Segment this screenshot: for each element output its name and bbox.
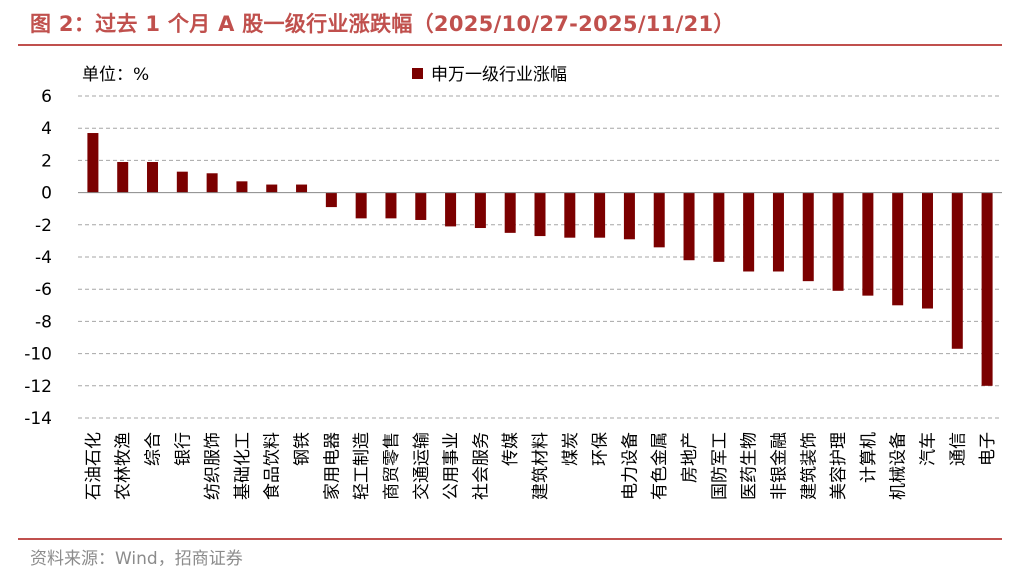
bar xyxy=(832,192,844,291)
x-tick-label: 环保 xyxy=(591,432,611,466)
y-tick-label: 0 xyxy=(41,184,52,204)
bar xyxy=(325,192,337,208)
bar xyxy=(713,192,725,262)
x-tick-label: 美容护理 xyxy=(829,432,849,500)
bar xyxy=(892,192,904,306)
x-tick-label: 钢铁 xyxy=(293,432,313,466)
x-tick-label: 基础化工 xyxy=(233,432,253,500)
bar xyxy=(87,133,99,193)
legend-swatch xyxy=(412,68,423,79)
bar xyxy=(594,192,606,238)
bar xyxy=(683,192,695,261)
bar xyxy=(147,162,159,193)
bars xyxy=(87,133,993,386)
bar xyxy=(445,192,457,227)
bar xyxy=(296,184,308,193)
x-tick-label: 非银金融 xyxy=(769,432,789,500)
bar xyxy=(176,171,188,193)
x-tick-label: 煤炭 xyxy=(561,432,581,466)
bar xyxy=(564,192,576,238)
bar xyxy=(951,192,963,349)
y-axis-ticks: 6 4 2 0 -2 -4 -6 -8 -10 -12 -14 xyxy=(24,87,52,429)
y-tick-label: -2 xyxy=(35,216,52,236)
x-tick-label: 石油石化 xyxy=(84,432,104,500)
x-tick-label: 商贸零售 xyxy=(382,432,402,500)
x-tick-label: 家用电器 xyxy=(322,432,342,500)
source-rule xyxy=(18,538,1002,540)
y-tick-label: -12 xyxy=(24,377,52,397)
x-tick-label: 通信 xyxy=(948,432,968,466)
x-tick-label: 建筑材料 xyxy=(531,432,551,500)
bar xyxy=(921,192,933,309)
bar xyxy=(653,192,665,248)
grid-lines xyxy=(78,95,1002,419)
x-tick-label: 社会服务 xyxy=(471,432,491,500)
bar xyxy=(504,192,516,233)
bar xyxy=(802,192,814,282)
bar xyxy=(236,181,248,193)
legend-label: 申万一级行业涨幅 xyxy=(431,65,567,85)
unit-label: 单位：% xyxy=(82,65,149,85)
x-tick-label: 纺织服饰 xyxy=(203,432,223,500)
y-tick-label: -4 xyxy=(35,248,52,268)
bar xyxy=(981,192,993,386)
bar xyxy=(117,162,129,193)
x-tick-label: 轻工制造 xyxy=(352,432,372,500)
x-tick-label: 交通运输 xyxy=(412,432,432,500)
x-tick-label: 医药生物 xyxy=(740,432,760,500)
y-tick-label: -14 xyxy=(24,409,52,429)
bar xyxy=(415,192,427,220)
y-tick-label: 6 xyxy=(41,87,52,107)
title-rule xyxy=(18,44,1002,46)
x-tick-label: 食品饮料 xyxy=(263,432,283,500)
x-tick-label: 建筑装饰 xyxy=(799,432,819,500)
x-tick-label: 传媒 xyxy=(501,432,521,466)
y-tick-label: 4 xyxy=(41,119,52,139)
x-tick-label: 国防军工 xyxy=(710,432,730,500)
bar-chart: 6 4 2 0 -2 -4 -6 -8 -10 -12 -14 石油石化 农林牧渔 综合 银行 纺织服饰 基础… xyxy=(24,65,1002,500)
bar xyxy=(623,192,635,240)
y-tick-label: -10 xyxy=(24,345,52,365)
x-tick-label: 机械设备 xyxy=(889,432,909,500)
bar xyxy=(474,192,486,229)
x-tick-label: 汽车 xyxy=(918,432,938,466)
y-tick-label: -8 xyxy=(35,312,52,332)
figure-title: 图 2：过去 1 个月 A 股一级行业涨跌幅（2025/10/27-2025/1… xyxy=(30,12,735,36)
bar xyxy=(743,192,755,272)
y-tick-label: 2 xyxy=(41,151,52,171)
x-tick-label: 有色金属 xyxy=(650,432,670,500)
source-note: 资料来源：Wind，招商证券 xyxy=(30,549,243,569)
x-tick-label: 综合 xyxy=(144,432,164,466)
x-tick-label: 银行 xyxy=(173,432,193,466)
x-tick-label: 农林牧渔 xyxy=(114,432,134,500)
x-tick-label: 电子 xyxy=(978,432,998,466)
bar xyxy=(385,192,397,219)
x-axis-labels: 石油石化 农林牧渔 综合 银行 纺织服饰 基础化工 食品饮料 钢铁 家用电器 轻工制造 商贸零售 交通… xyxy=(84,432,998,500)
y-tick-label: -6 xyxy=(35,280,52,300)
bar xyxy=(534,192,546,237)
bar xyxy=(206,173,218,193)
x-tick-label: 公用事业 xyxy=(442,432,462,500)
bar xyxy=(355,192,367,219)
bar xyxy=(862,192,874,296)
x-tick-label: 房地产 xyxy=(680,432,700,483)
x-tick-label: 计算机 xyxy=(859,432,879,483)
x-tick-label: 电力设备 xyxy=(620,432,640,500)
legend: 申万一级行业涨幅 xyxy=(412,65,567,85)
bar xyxy=(266,184,278,193)
bar xyxy=(772,192,784,272)
